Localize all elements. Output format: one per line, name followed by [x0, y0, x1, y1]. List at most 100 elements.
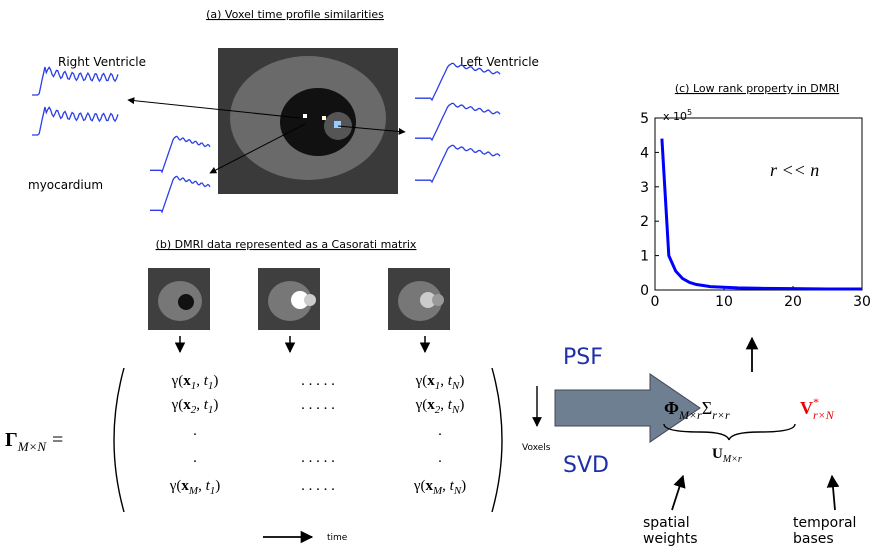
x-tick-label: 30: [853, 294, 871, 310]
time-profile: [415, 144, 501, 184]
part: x: [427, 397, 435, 413]
column-axis: time: [327, 533, 348, 543]
matrix-dots: . . . . .: [301, 450, 335, 466]
word: bases: [793, 531, 834, 547]
time-profile: [150, 135, 211, 174]
lhs: ΓM×N =: [5, 429, 63, 454]
matrix-dots: . . . . .: [301, 397, 335, 413]
part: t: [204, 373, 209, 389]
part: 2: [435, 404, 441, 416]
symbol: Σ: [702, 398, 712, 418]
subscript: r×r: [712, 408, 730, 422]
chart: 0 1 2 3 4 5 0 10 20 30: [640, 111, 871, 310]
part: t: [204, 397, 209, 413]
frames: [148, 268, 450, 330]
part: ,: [442, 478, 450, 494]
part: t: [448, 397, 453, 413]
part: ,: [440, 373, 448, 389]
part: ): [213, 373, 218, 389]
part: 1: [208, 380, 214, 392]
row-axis: Voxels: [522, 443, 551, 453]
frame-arrows: [174, 336, 431, 354]
part: x: [181, 478, 189, 494]
part: γ(: [415, 397, 428, 413]
matrix-cell: .: [438, 423, 442, 439]
part: 1: [208, 404, 214, 416]
matrix-cell: γ(x2, tN): [415, 397, 465, 416]
matrix-cell: γ(xM, tN): [413, 478, 466, 497]
part: t: [206, 478, 211, 494]
brace: [663, 423, 796, 441]
part: ,: [198, 478, 206, 494]
v-term: V* r×N: [800, 395, 835, 422]
part: 1: [435, 380, 441, 392]
x-tick-label: 10: [715, 294, 733, 310]
matrix-cell: γ(x2, t1): [171, 397, 219, 416]
part: x: [427, 373, 435, 389]
part: N: [453, 485, 462, 497]
part: ): [459, 397, 464, 413]
part: γ(: [171, 373, 184, 389]
time-profile: [415, 62, 501, 102]
part: γ(: [413, 478, 426, 494]
psf-label: PSF: [563, 345, 603, 370]
line: [660, 138, 862, 291]
matrix-cell: γ(xM, t1): [169, 478, 220, 497]
part: ,: [196, 397, 204, 413]
word: temporal: [793, 515, 856, 531]
y-tick-label: 3: [640, 180, 649, 196]
panel-a-title: (a) Voxel time profile similarities: [206, 8, 384, 21]
part: γ(: [169, 478, 182, 494]
part: γ(: [415, 373, 428, 389]
time-profile: [415, 102, 501, 142]
symbol: V: [800, 398, 813, 418]
y-tick-label: 5: [640, 111, 649, 127]
pointer-arrows: [127, 97, 406, 174]
scale-label: x 105: [663, 108, 692, 123]
y-tick-label: 4: [640, 145, 649, 161]
symbol: U: [712, 446, 723, 462]
base: x 10: [663, 110, 687, 123]
part: ): [215, 478, 220, 494]
matrix-dots: . . . . .: [301, 478, 335, 494]
part: x: [183, 373, 191, 389]
label: Left Ventricle: [460, 55, 539, 69]
part: ,: [440, 397, 448, 413]
matrix-cell: .: [193, 450, 197, 466]
part: γ(: [171, 397, 184, 413]
part: N: [451, 380, 460, 392]
part: 1: [191, 380, 197, 392]
y-tick-label: 2: [640, 214, 649, 230]
part: .: [193, 450, 197, 466]
matrix: γ(x1, t1) γ(x1, tN). . . . .γ(x2, t1) γ(x2…: [169, 373, 466, 497]
superscript: *: [813, 395, 819, 409]
time-profile: [32, 106, 119, 136]
part: 2: [191, 404, 197, 416]
word: spatial: [643, 515, 690, 531]
matrix-dots: . . . . .: [301, 373, 335, 389]
time-profile: [32, 66, 119, 96]
label: myocardium: [28, 178, 103, 192]
exponent: 5: [687, 108, 692, 117]
part: 1: [210, 485, 216, 497]
part: ): [459, 373, 464, 389]
part: ): [213, 397, 218, 413]
x-tick-label: 0: [651, 294, 660, 310]
part: ,: [196, 373, 204, 389]
matrix-cell: .: [193, 423, 197, 439]
temporal-label: temporal bases: [793, 515, 856, 547]
part: .: [438, 423, 442, 439]
matrix-cell: .: [438, 450, 442, 466]
panel-b-title: (b) DMRI data represented as a Casorati …: [156, 238, 417, 251]
x-tick-label: 20: [784, 294, 802, 310]
part: t: [450, 478, 455, 494]
chart-title: (c) Low rank property in DMRI: [675, 82, 839, 95]
parentheses: [113, 367, 503, 513]
symbol: Φ: [664, 398, 679, 418]
part: .: [193, 423, 197, 439]
plot-frame: [654, 117, 863, 291]
label: Right Ventricle: [58, 55, 146, 69]
part: M: [188, 485, 199, 497]
part: t: [448, 373, 453, 389]
symbol: Γ: [5, 429, 18, 451]
